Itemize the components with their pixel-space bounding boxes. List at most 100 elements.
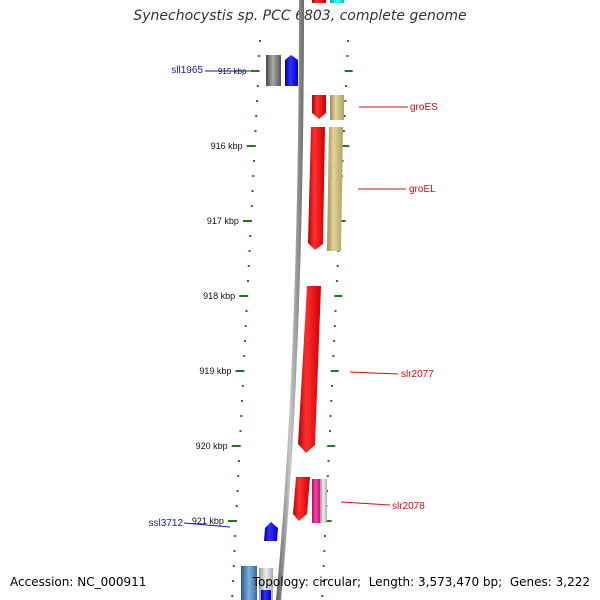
guide-dot-left bbox=[242, 370, 245, 372]
guide-dot-right bbox=[321, 580, 324, 582]
guide-dot-right bbox=[344, 100, 347, 102]
feature-slr2078-pink bbox=[312, 479, 320, 523]
gene-ssl3712-arrow bbox=[264, 522, 278, 541]
guide-dot-left bbox=[238, 460, 240, 462]
guide-dot-right bbox=[332, 355, 335, 357]
top-red-feature bbox=[312, 0, 326, 3]
guide-dot-left bbox=[250, 205, 253, 207]
genome-backbone bbox=[276, 0, 304, 600]
guide-dot-left bbox=[236, 490, 239, 492]
guide-dot-right bbox=[342, 130, 345, 132]
tick-918: 918 kbp bbox=[203, 291, 343, 301]
grey-feature-sll1965 bbox=[266, 55, 281, 86]
gene-label-ssl3712[interactable]: ssl3712 bbox=[149, 518, 231, 529]
accession-value: NC_000911 bbox=[77, 575, 147, 589]
genes-label: Genes: bbox=[509, 575, 552, 589]
tick-916: 916 kbp bbox=[211, 141, 350, 151]
top-cyan-feature bbox=[330, 0, 344, 3]
guide-dot-right bbox=[343, 115, 346, 117]
guide-dot-right bbox=[327, 460, 330, 462]
gene-slr2078-arrow bbox=[293, 477, 310, 521]
guide-dot-left bbox=[247, 280, 249, 282]
tick-920: 920 kbp bbox=[196, 441, 336, 451]
gene-label-sll1965[interactable]: sll1965 bbox=[171, 65, 250, 76]
guide-dot-left bbox=[232, 580, 234, 582]
guide-dot-right bbox=[347, 40, 350, 42]
tick-917: 917 kbp bbox=[207, 216, 346, 226]
gene-label-text-slr2077: slr2077 bbox=[401, 369, 434, 380]
tick-label: 920 kbp bbox=[196, 441, 228, 451]
bottom-steel-feature bbox=[241, 566, 257, 600]
guide-dot-right bbox=[333, 340, 336, 342]
gene-groEL-arrow bbox=[308, 127, 325, 250]
guide-dot-right bbox=[334, 310, 337, 312]
guide-dot-left bbox=[240, 415, 243, 417]
guide-dot-left bbox=[255, 115, 258, 117]
length-label: Length: bbox=[368, 575, 415, 589]
tick-label: 918 kbp bbox=[203, 291, 235, 301]
guide-dot-left bbox=[248, 250, 251, 252]
guide-dot-left bbox=[241, 400, 243, 402]
track-guides bbox=[231, 40, 350, 597]
guide-dot-left bbox=[244, 340, 246, 342]
accession-label: Accession: bbox=[10, 575, 74, 589]
gene-label-groES[interactable]: groES bbox=[359, 102, 438, 113]
gene-sll1965-arrow bbox=[285, 55, 298, 86]
guide-dot-left bbox=[249, 235, 252, 237]
guide-dot-left bbox=[239, 430, 242, 432]
length-value: 3,573,470 bp bbox=[418, 575, 499, 589]
guide-dot-right bbox=[326, 475, 329, 477]
guide-dot-left bbox=[256, 100, 258, 102]
tick-label: 919 kbp bbox=[199, 366, 231, 376]
guide-dot-right bbox=[335, 280, 338, 282]
gene-label-text-slr2078: slr2078 bbox=[392, 501, 425, 512]
guide-dot-left bbox=[246, 295, 249, 297]
gene-groES-arrow bbox=[312, 95, 326, 119]
guide-dot-right bbox=[336, 265, 339, 267]
guide-dot-left bbox=[252, 175, 255, 177]
guide-dot-left bbox=[233, 550, 236, 552]
guide-dot-left bbox=[251, 190, 254, 192]
guide-dot-left bbox=[254, 130, 257, 132]
gene-slr2077-arrow bbox=[298, 286, 321, 453]
guide-dot-left bbox=[253, 160, 255, 162]
guide-dot-left bbox=[245, 310, 248, 312]
tick-921: 921 kbp bbox=[192, 516, 332, 526]
guide-dot-left bbox=[232, 565, 235, 567]
guide-dot-right bbox=[330, 400, 333, 402]
guide-dot-right bbox=[345, 85, 348, 87]
guide-dot-left bbox=[237, 475, 240, 477]
gene-label-slr2077[interactable]: slr2077 bbox=[349, 369, 434, 380]
guide-dot-left bbox=[234, 535, 237, 537]
tick-label: 921 kbp bbox=[192, 516, 224, 526]
feature-slr2078-grey bbox=[320, 479, 327, 523]
feature-groEL bbox=[327, 127, 343, 251]
genome-stats: Topology: circular; Length: 3,573,470 bp… bbox=[252, 575, 590, 589]
guide-dot-right bbox=[322, 565, 325, 567]
gene-label-slr2078[interactable]: slr2078 bbox=[340, 501, 425, 512]
bottom-blue-feature bbox=[261, 590, 271, 600]
guide-dot-left bbox=[250, 220, 252, 222]
topology-value: circular bbox=[312, 575, 358, 589]
guide-dot-right bbox=[326, 490, 329, 492]
guide-dot-left bbox=[231, 595, 234, 597]
gene-label-groEL[interactable]: groEL bbox=[358, 184, 436, 195]
guide-dot-left bbox=[253, 145, 256, 147]
feature-groES bbox=[330, 95, 344, 120]
guide-dot-right bbox=[341, 160, 344, 162]
guide-dot-right bbox=[333, 325, 336, 327]
guide-dot-left bbox=[241, 385, 244, 387]
gene-label-text-groES: groES bbox=[410, 102, 438, 113]
guide-dot-right bbox=[321, 595, 324, 597]
genes-value: 3,222 bbox=[555, 575, 590, 589]
gene-label-text-ssl3712: ssl3712 bbox=[149, 518, 184, 529]
gene-label-text-groEL: groEL bbox=[409, 184, 436, 195]
guide-dot-left bbox=[247, 265, 250, 267]
tick-label: 916 kbp bbox=[211, 141, 243, 151]
guide-dot-right bbox=[324, 535, 327, 537]
guide-dot-left bbox=[235, 520, 237, 522]
tick-919: 919 kbp bbox=[199, 366, 339, 376]
